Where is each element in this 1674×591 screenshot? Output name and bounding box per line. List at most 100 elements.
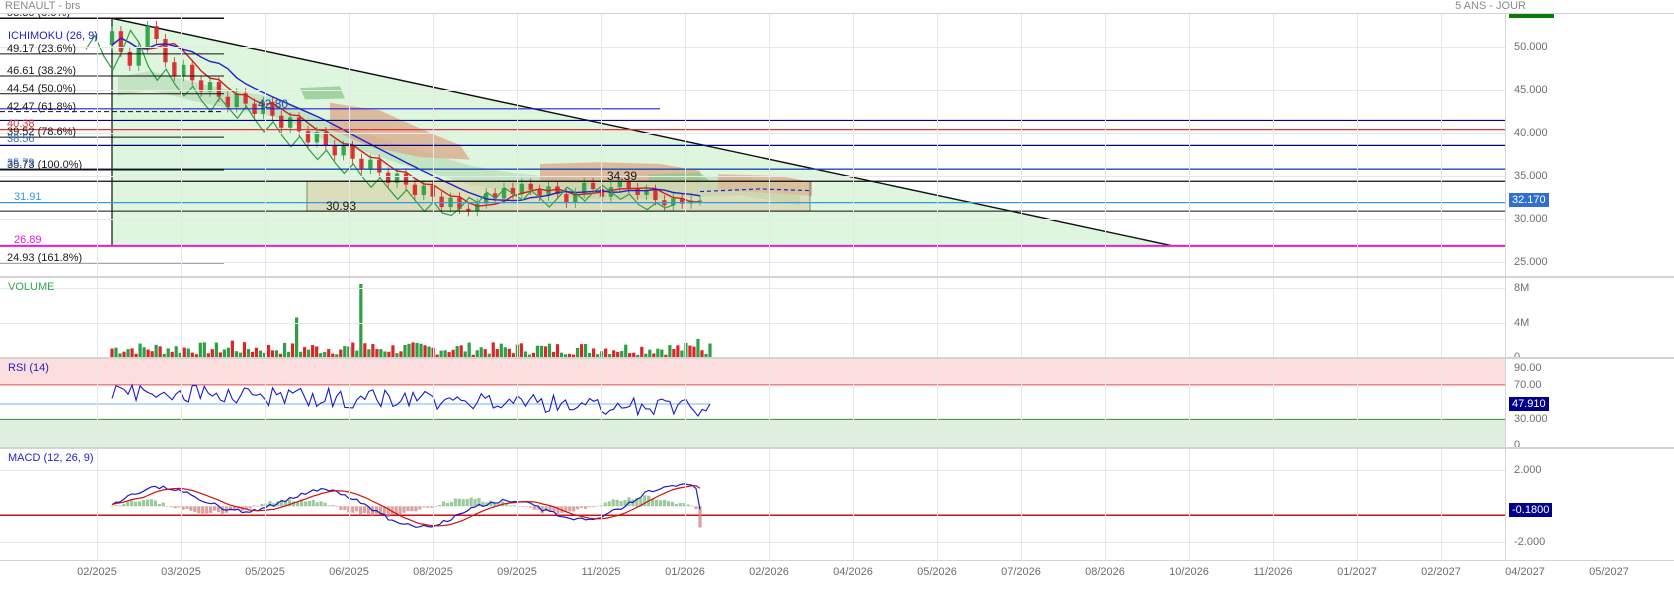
rsi-current-badge[interactable]: 47.910 (1509, 396, 1549, 411)
gridline-vertical (517, 278, 518, 357)
gridline-vertical (1357, 278, 1358, 357)
rsi-panel[interactable]: 90.00 70.00 30.000 0 47.910 RSI (14) (0, 358, 1674, 448)
gridline-vertical (1021, 359, 1022, 447)
volume-chart-svg (110, 284, 712, 357)
gridline-vertical (1441, 278, 1442, 357)
gridline-vertical (853, 14, 854, 276)
price-axis-tick: 30.000 (1514, 213, 1548, 226)
gridline-vertical (181, 449, 182, 560)
gridline-vertical (349, 14, 350, 276)
gridline-vertical (97, 359, 98, 447)
gridline-vertical (1105, 359, 1106, 447)
support-resistance-label: 40.38 (7, 117, 35, 130)
chart-header: RENAULT - brs 5 ANS - JOUR (0, 0, 1674, 13)
ichimoku-indicator-label[interactable]: ICHIMOKU (26, 9) (8, 30, 98, 42)
time-axis-tick: 11/2026 (1253, 566, 1293, 578)
gridline-vertical (349, 449, 350, 560)
volume-indicator-label[interactable]: VOLUME (8, 281, 55, 293)
gridline-vertical (433, 359, 434, 447)
gridline-vertical (1273, 449, 1274, 560)
gridline-vertical (181, 359, 182, 447)
gridline-vertical (601, 449, 602, 560)
time-axis-tick: 08/2026 (1085, 566, 1125, 578)
rsi-indicator-label[interactable]: RSI (14) (8, 362, 49, 374)
gridline-vertical (265, 359, 266, 447)
volume-axis-tick: 4M (1514, 316, 1530, 329)
gridline-vertical (937, 278, 938, 357)
fibonacci-level-label: 35.73 (100.0%) (7, 158, 83, 171)
price-axis[interactable]: 50.000 45.000 40.000 35.000 30.000 25.000 32.1… (1505, 14, 1674, 276)
macd-indicator-label[interactable]: MACD (12, 26, 9) (8, 452, 94, 464)
macd-axis[interactable]: 2.000 -2.000 -0.1800 (1505, 449, 1674, 560)
gridline-vertical (1189, 359, 1190, 447)
price-annotation-label: 34.39 (607, 169, 638, 184)
price-axis-tick: 35.000 (1514, 170, 1548, 183)
time-axis-tick: 05/2026 (917, 566, 957, 578)
time-axis-tick: 02/2026 (749, 566, 789, 578)
gridline-vertical (517, 14, 518, 276)
gridline-vertical (1021, 14, 1022, 276)
gridline-vertical (1189, 14, 1190, 276)
time-axis-tick: 05/2027 (1589, 566, 1629, 578)
volume-axis[interactable]: 8M 4M 0 (1505, 278, 1674, 357)
volume-axis-tick: 8M (1514, 282, 1530, 295)
gridline-vertical (517, 449, 518, 560)
gridline-vertical (769, 14, 770, 276)
rsi-plot-area[interactable] (0, 359, 1505, 447)
macd-panel[interactable]: 2.000 -2.000 -0.1800 MACD (12, 26, 9) (0, 448, 1674, 561)
fibonacci-level-label: 49.17 (23.6%) (7, 42, 77, 55)
macd-plot-area[interactable] (0, 449, 1505, 560)
price-annotation-label: 30.93 (326, 199, 357, 214)
gridline-horizontal (0, 262, 1505, 264)
macd-axis-tick: -2.000 (1514, 536, 1546, 549)
macd-current-badge[interactable]: -0.1800 (1509, 502, 1553, 517)
time-axis-tick: 03/2025 (161, 566, 201, 578)
gridline-vertical (685, 278, 686, 357)
gridline-vertical (853, 449, 854, 560)
gridline-vertical (937, 449, 938, 560)
gridline-horizontal (0, 176, 1505, 178)
current-price-badge[interactable]: 32.170 (1509, 193, 1549, 208)
macd-axis-tick: 2.000 (1514, 464, 1542, 477)
gridline-vertical (433, 278, 434, 357)
gridline-vertical (1441, 14, 1442, 276)
high-marker (1509, 14, 1554, 18)
gridline-vertical (265, 14, 266, 276)
gridline-vertical (181, 14, 182, 276)
fibonacci-level-label: 44.54 (50.0%) (7, 82, 77, 95)
gridline-vertical (97, 14, 98, 276)
gridline-vertical (349, 359, 350, 447)
gridline-horizontal (0, 322, 1505, 324)
gridline-vertical (1105, 14, 1106, 276)
gridline-vertical (265, 278, 266, 357)
time-axis-tick: 01/2026 (665, 566, 705, 578)
gridline-horizontal (0, 89, 1505, 91)
gridline-vertical (1105, 449, 1106, 560)
price-plot-area[interactable]: 53.30 (0.0%) 49.17 (23.6%) 46.61 (38.2%) 44… (0, 14, 1505, 276)
rsi-axis-tick: 0 (1514, 439, 1521, 448)
gridline-vertical (1273, 278, 1274, 357)
gridline-vertical (265, 449, 266, 560)
rsi-axis[interactable]: 90.00 70.00 30.000 0 47.910 (1505, 359, 1674, 447)
volume-plot-area[interactable] (0, 278, 1505, 357)
volume-panel[interactable]: 8M 4M 0 VOLUME (0, 277, 1674, 358)
price-axis-tick: 40.000 (1514, 126, 1548, 139)
support-resistance-label: 35.79 (7, 157, 35, 170)
rsi-axis-tick: 90.00 (1514, 361, 1542, 374)
rsi-axis-tick: 30.000 (1514, 413, 1548, 426)
gridline-vertical (601, 359, 602, 447)
gridline-vertical (181, 278, 182, 357)
support-resistance-label: 31.91 (14, 190, 42, 203)
gridline-vertical (937, 359, 938, 447)
time-axis[interactable]: 02/2025 03/2025 05/2025 06/2025 08/2025 09/20… (0, 561, 1674, 591)
period-label: 5 ANS - JOUR (1455, 0, 1526, 12)
gridline-vertical (769, 278, 770, 357)
macd-chart-svg (0, 483, 1505, 528)
price-panel[interactable]: 53.30 (0.0%) 49.17 (23.6%) 46.61 (38.2%) 44… (0, 13, 1674, 277)
gridline-horizontal (0, 288, 1505, 290)
time-axis-tick: 06/2025 (329, 566, 369, 578)
time-axis-tick: 08/2025 (413, 566, 453, 578)
time-axis-tick: 09/2025 (497, 566, 537, 578)
gridline-vertical (769, 359, 770, 447)
